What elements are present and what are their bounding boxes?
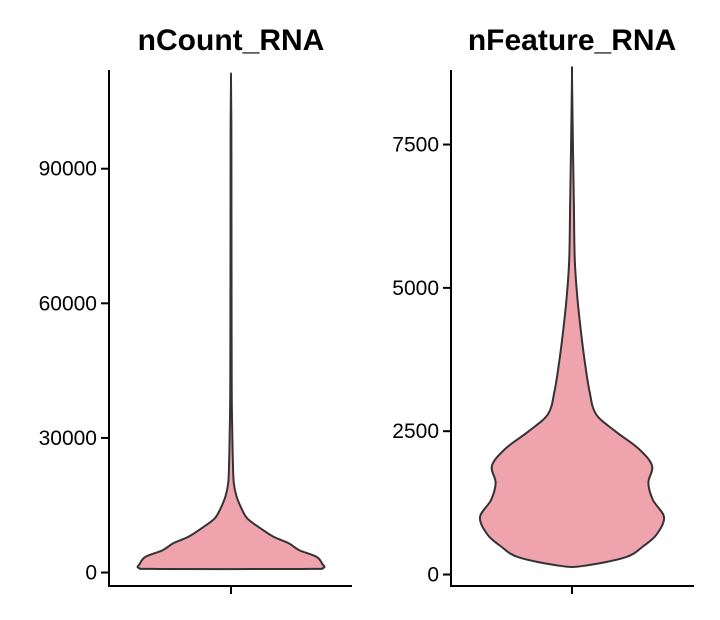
- violin-shape: [136, 72, 326, 571]
- panel-nfeature-rna: nFeature_RNA 0 2500 5000 7500: [392, 24, 694, 594]
- y-tick-label: 90000: [39, 158, 97, 181]
- y-tick-label: 30000: [39, 427, 97, 450]
- y-tick-label: 5000: [392, 277, 439, 300]
- violin-shape: [478, 66, 666, 569]
- chart-title: nFeature_RNA: [468, 24, 676, 57]
- y-tick-label: 0: [85, 562, 97, 585]
- y-axis-ticks: 0 2500 5000 7500: [392, 134, 451, 587]
- y-tick-label: 0: [427, 564, 439, 587]
- panel-ncount-rna: nCount_RNA 0 30000 60000 90000: [39, 24, 352, 594]
- y-axis-ticks: 0 30000 60000 90000: [39, 158, 109, 585]
- y-tick-label: 60000: [39, 292, 97, 315]
- y-tick-label: 7500: [392, 134, 439, 157]
- chart-title: nCount_RNA: [138, 24, 325, 57]
- y-tick-label: 2500: [392, 420, 439, 443]
